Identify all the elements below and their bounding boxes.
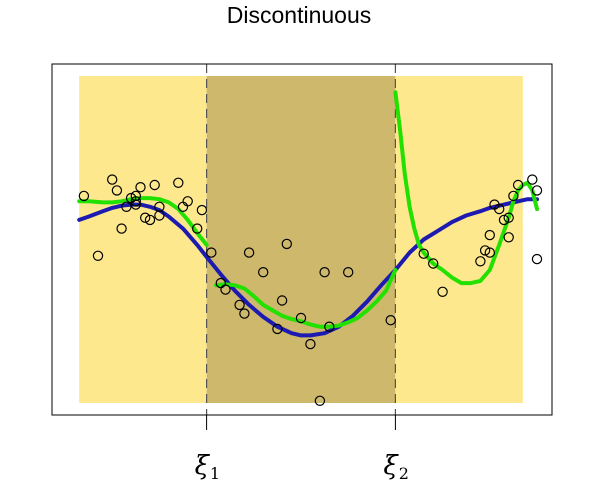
knot-label-1: ξ1 xyxy=(195,451,221,483)
data-point xyxy=(92,250,104,261)
data-point xyxy=(484,247,495,258)
data-point xyxy=(78,190,90,202)
data-point xyxy=(196,204,208,216)
plot-frame xyxy=(51,63,553,416)
data-point xyxy=(512,179,524,191)
data-point xyxy=(324,321,335,332)
data-point xyxy=(479,245,491,256)
data-point xyxy=(484,229,495,241)
data-point xyxy=(503,212,514,223)
data-point xyxy=(130,196,141,207)
data-point xyxy=(239,308,250,319)
data-point xyxy=(182,196,193,207)
data-point xyxy=(418,248,429,259)
data-point xyxy=(139,212,151,223)
data-point xyxy=(531,253,543,265)
data-point xyxy=(319,267,330,278)
data-point xyxy=(494,203,505,215)
data-point xyxy=(475,256,486,267)
data-point xyxy=(498,214,510,226)
data-point xyxy=(314,395,326,406)
data-point xyxy=(527,174,538,185)
region-3 xyxy=(395,76,523,403)
data-point xyxy=(111,185,123,196)
data-point xyxy=(258,267,269,278)
data-point xyxy=(144,214,156,226)
data-point xyxy=(281,238,292,250)
data-point xyxy=(135,181,146,193)
data-point xyxy=(234,299,245,311)
data-point xyxy=(295,312,307,324)
data-point xyxy=(206,247,217,258)
series-2-segment-1 xyxy=(77,196,209,247)
data-point xyxy=(154,201,165,212)
data-points xyxy=(78,174,543,406)
knot-lines xyxy=(206,64,396,415)
knot-label-2: ξ2 xyxy=(383,451,409,483)
shaded-regions xyxy=(79,76,523,403)
data-point xyxy=(243,247,255,258)
data-point xyxy=(116,223,127,234)
data-point xyxy=(508,190,519,202)
chart-title: Discontinuous xyxy=(226,2,372,28)
knot-ticks xyxy=(206,415,396,430)
region-1 xyxy=(79,76,207,403)
data-point xyxy=(220,284,231,295)
data-point xyxy=(121,201,132,212)
region-2 xyxy=(206,76,396,403)
knot-labels: ξ1 ξ2 xyxy=(195,451,409,483)
data-point xyxy=(428,258,439,269)
data-point xyxy=(191,223,203,234)
data-point xyxy=(343,267,354,278)
data-point xyxy=(276,295,288,306)
data-point xyxy=(385,315,396,326)
data-point xyxy=(437,286,448,297)
data-point xyxy=(106,174,118,185)
fitted-curves xyxy=(77,90,539,338)
series-2-segment-2 xyxy=(214,268,398,329)
data-point xyxy=(149,179,160,191)
data-point xyxy=(173,177,184,188)
data-point xyxy=(130,199,141,210)
data-point xyxy=(503,232,514,243)
data-point xyxy=(305,338,316,350)
series-1-segment-1 xyxy=(77,197,539,338)
series-2-segment-3 xyxy=(393,90,539,286)
data-point xyxy=(272,323,283,335)
data-point xyxy=(531,185,543,196)
